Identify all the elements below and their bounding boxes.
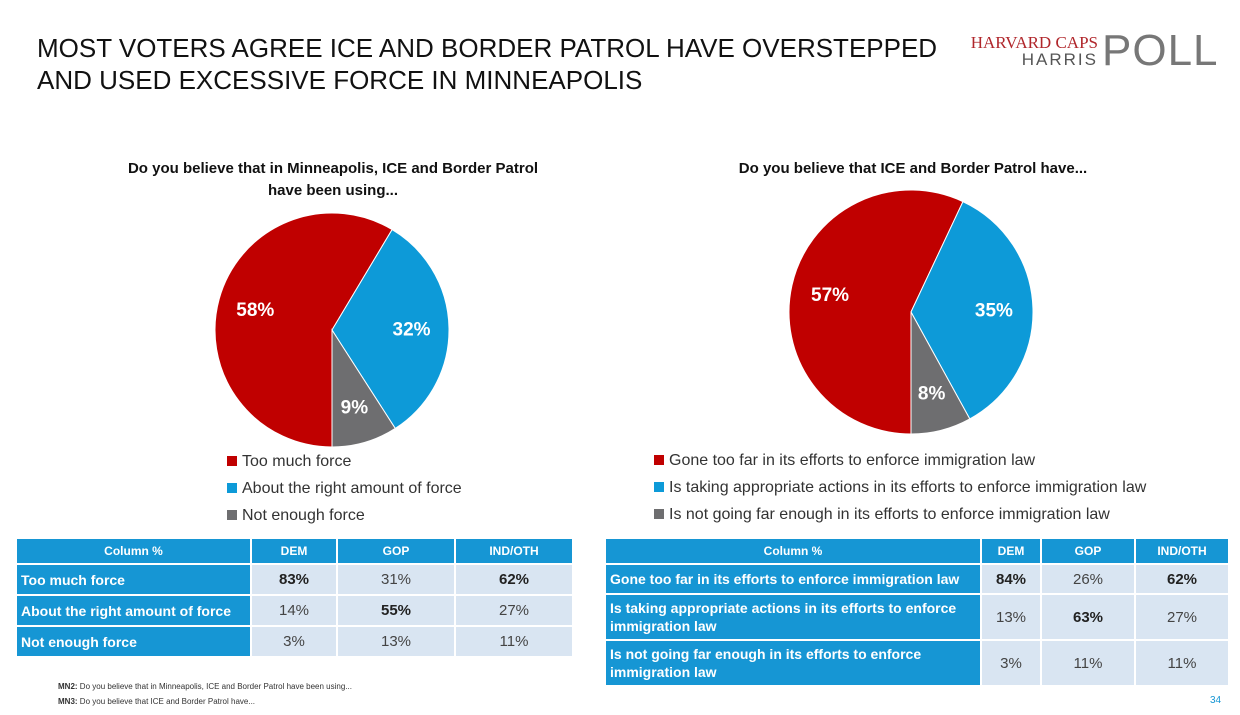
legend-swatch [654, 509, 664, 519]
note-code: MN3: [58, 697, 78, 706]
header-row: Column % DEM GOP IND/OTH [606, 539, 1228, 563]
table-cell: 62% [456, 565, 572, 594]
logo-text: HARVARD CAPS HARRIS [970, 34, 1098, 68]
table-cell: 14% [252, 596, 336, 625]
title-line: AND USED EXCESSIVE FORCE IN MINNEAPOLIS [37, 65, 643, 95]
chart-title-line: Do you believe that ICE and Border Patro… [738, 160, 1088, 177]
legend-entry: About the right amount of force [227, 475, 462, 502]
legend-swatch [654, 455, 664, 465]
pie-slice [910, 311, 971, 435]
logo-line: HARVARD CAPS [970, 33, 1098, 52]
row-label: Not enough force [17, 627, 250, 656]
pie-slice [214, 212, 393, 448]
pie-slice [331, 228, 450, 430]
table-cell: 11% [456, 627, 572, 656]
value-label: 32% [393, 320, 431, 341]
legend: Too much force About the right amount of … [227, 448, 462, 529]
legend-label: Too much force [242, 453, 352, 470]
row-label: Is taking appropriate actions in its eff… [606, 595, 980, 639]
table-row: Not enough force 3% 13% 11% [17, 627, 572, 656]
table-cell: 27% [1136, 595, 1228, 639]
table-cell: 13% [338, 627, 454, 656]
data-table: Column % DEM GOP IND/OTH Too much force 83% 31… [15, 537, 574, 658]
logo-mark: POLL [1102, 26, 1219, 75]
header-row: Column % DEM GOP IND/OTH [17, 539, 572, 563]
header-cell: DEM [982, 539, 1040, 563]
logo-line: HARRIS [1021, 50, 1098, 69]
row-label: About the right amount of force [17, 596, 250, 625]
row-label: Is not going far enough in its efforts t… [606, 641, 980, 685]
header-cell: Column % [17, 539, 250, 563]
header-cell: IND/OTH [456, 539, 572, 563]
chart-title-line: have been using... [267, 182, 399, 199]
legend-swatch [227, 510, 237, 520]
legend: Gone too far in its efforts to enforce i… [654, 447, 1146, 528]
header-cell: Column % [606, 539, 980, 563]
legend-entry: Is taking appropriate actions in its eff… [654, 474, 1146, 501]
table-cell: 3% [252, 627, 336, 656]
chart-title-line: Do you believe that in Minneapolis, ICE … [127, 160, 539, 177]
pie-slice [910, 200, 1034, 420]
table-cell: 11% [1136, 641, 1228, 685]
table-row: Too much force 83% 31% 62% [17, 565, 572, 594]
table-cell: 62% [1136, 565, 1228, 593]
data-table: Column % DEM GOP IND/OTH Gone too far in its… [604, 537, 1230, 687]
header-cell: GOP [1042, 539, 1134, 563]
legend-label: Is not going far enough in its efforts t… [669, 506, 1110, 523]
value-label: 58% [236, 300, 274, 321]
table-cell: 55% [338, 596, 454, 625]
header-cell: IND/OTH [1136, 539, 1228, 563]
legend-label: Is taking appropriate actions in its eff… [669, 479, 1147, 496]
page-number: 34 [1210, 695, 1222, 706]
chart-title: Do you believe that in Minneapolis, ICE … [93, 158, 573, 202]
legend-swatch [227, 483, 237, 493]
table-cell: 84% [982, 565, 1040, 593]
table-cell: 3% [982, 641, 1040, 685]
legend-swatch [227, 456, 237, 466]
table-cell: 31% [338, 565, 454, 594]
table-row: Gone too far in its efforts to enforce i… [606, 565, 1228, 593]
legend-label: About the right amount of force [242, 480, 462, 497]
value-label: 8% [918, 383, 946, 404]
legend-entry: Gone too far in its efforts to enforce i… [654, 447, 1146, 474]
title-line: MOST VOTERS AGREE ICE AND BORDER PATROL … [37, 33, 938, 63]
footnote: MN3: Do you believe that ICE and Border … [58, 697, 255, 706]
legend-swatch [654, 482, 664, 492]
note-code: MN2: [58, 682, 78, 691]
pie-slice [331, 328, 396, 448]
legend-label: Not enough force [242, 507, 365, 524]
header-cell: DEM [252, 539, 336, 563]
header-cell: GOP [338, 539, 454, 563]
note-text: Do you believe that in Minneapolis, ICE … [79, 682, 352, 691]
table-cell: 26% [1042, 565, 1134, 593]
table-cell: 27% [456, 596, 572, 625]
table-row: Is taking appropriate actions in its eff… [606, 595, 1228, 639]
table-row: About the right amount of force 14% 55% 27% [17, 596, 572, 625]
legend-entry: Too much force [227, 448, 462, 475]
slide-title: MOST VOTERS AGREE ICE AND BORDER PATROL … [37, 32, 937, 96]
legend-entry: Is not going far enough in its efforts t… [654, 501, 1146, 528]
table-cell: 11% [1042, 641, 1134, 685]
value-label: 35% [975, 300, 1013, 321]
legend-label: Gone too far in its efforts to enforce i… [669, 452, 1036, 469]
note-text: Do you believe that ICE and Border Patro… [79, 697, 256, 706]
chart-title: Do you believe that ICE and Border Patro… [663, 158, 1163, 180]
pie-slice [788, 189, 964, 435]
table-cell: 63% [1042, 595, 1134, 639]
legend-entry: Not enough force [227, 502, 462, 529]
row-label: Gone too far in its efforts to enforce i… [606, 565, 980, 593]
table-cell: 13% [982, 595, 1040, 639]
row-label: Too much force [17, 565, 250, 594]
table-row: Is not going far enough in its efforts t… [606, 641, 1228, 685]
table-cell: 83% [252, 565, 336, 594]
footnote: MN2: Do you believe that in Minneapolis,… [58, 682, 352, 691]
value-label: 57% [811, 285, 849, 306]
value-label: 9% [341, 397, 369, 418]
